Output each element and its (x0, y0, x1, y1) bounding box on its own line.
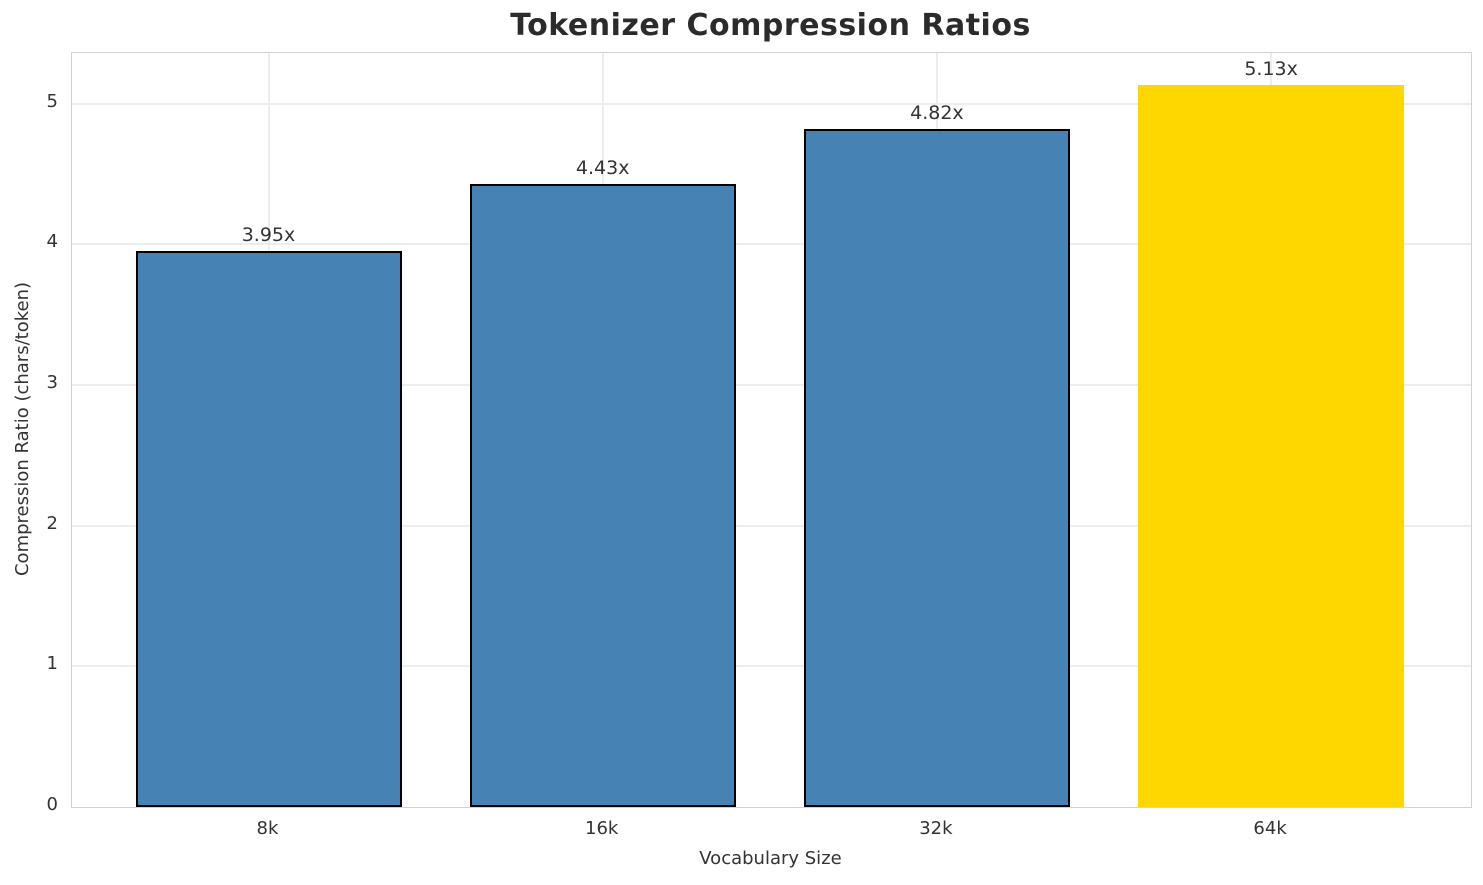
y-axis-label-text: Compression Ratio (chars/token) (12, 281, 33, 577)
y-tick-5: 5 (46, 90, 58, 112)
plot-area: 3.95x 4.43x 4.82x 5.13x (71, 52, 1472, 808)
bar-value-label: 5.13x (1244, 58, 1298, 81)
chart-title: Tokenizer Compression Ratios (510, 8, 1031, 43)
bar-16k (469, 183, 736, 807)
x-tick-64k: 64k (1253, 818, 1287, 839)
h-gridline (72, 102, 1471, 105)
bar-32k (803, 128, 1070, 807)
x-axis-label: Vocabulary Size (699, 848, 842, 869)
h-gridline (72, 384, 1471, 386)
y-tick-0: 0 (46, 794, 58, 815)
bar-value-label: 4.43x (575, 156, 630, 179)
bar-value-label: 3.95x (241, 224, 296, 247)
bar-value-label: 4.82x (910, 101, 964, 124)
h-gridline (72, 665, 1471, 668)
h-gridline (72, 524, 1471, 527)
y-tick-2: 2 (46, 512, 58, 534)
bar-64k (1138, 85, 1405, 807)
bar-8k (135, 251, 402, 807)
x-tick-16k: 16k (585, 818, 619, 839)
x-tick-8k: 8k (256, 818, 279, 839)
x-tick-32k: 32k (919, 818, 953, 839)
y-tick-4: 4 (46, 231, 58, 253)
y-tick-1: 1 (46, 653, 58, 675)
h-gridline (72, 243, 1471, 246)
y-tick-3: 3 (46, 371, 58, 393)
